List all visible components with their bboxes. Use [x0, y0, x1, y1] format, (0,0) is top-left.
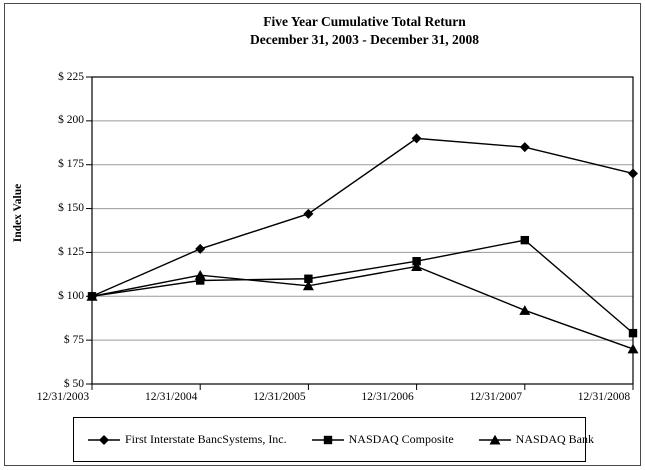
- x-tick-label: 12/31/2003: [36, 391, 90, 403]
- square-marker-icon: [628, 328, 638, 338]
- x-tick-label: 12/31/2005: [253, 391, 306, 403]
- diamond-marker-icon: [99, 434, 109, 445]
- x-tick-label: 12/31/2007: [469, 391, 522, 403]
- x-tick-label: 12/31/2008: [577, 391, 631, 403]
- legend-label: NASDAQ Bank: [515, 432, 594, 446]
- triangle-marker-icon: [519, 305, 531, 315]
- series-line-2: [91, 265, 634, 350]
- series-line-0: [91, 137, 634, 297]
- triangle-marker-icon: [194, 270, 206, 280]
- square-marker-icon: [196, 276, 205, 285]
- diamond-marker-icon: [519, 142, 530, 153]
- legend-item-first-interstate: First Interstate BancSystems, Inc.: [88, 432, 287, 447]
- y-tick-label: $ 175: [58, 158, 84, 171]
- triangle-marker-icon: [302, 280, 314, 291]
- y-tick-label: $ 200: [58, 114, 84, 127]
- legend: First Interstate BancSystems, Inc. NASDA…: [73, 417, 594, 462]
- diamond-marker-icon: [195, 243, 206, 254]
- legend-item-nasdaq-bank: NASDAQ Bank: [478, 432, 594, 447]
- square-marker-icon: [520, 235, 529, 245]
- square-marker-icon: [412, 257, 421, 266]
- x-tick-label: 12/31/2004: [144, 391, 198, 403]
- y-tick-label: $ 150: [58, 202, 84, 215]
- chart-title: Five Year Cumulative Total Return: [263, 14, 466, 29]
- legend-label: NASDAQ Composite: [348, 432, 454, 446]
- chart-outer-border: [4, 3, 641, 466]
- diamond-marker-icon: [88, 434, 120, 445]
- y-tick-label: $ 225: [58, 70, 84, 83]
- diamond-marker-icon: [303, 208, 314, 219]
- y-tick-label: $ 125: [58, 245, 84, 258]
- legend-label: First Interstate BancSystems, Inc.: [125, 432, 287, 446]
- series-line-1: [91, 239, 634, 334]
- square-marker-icon: [311, 435, 344, 444]
- y-tick-label: $ 50: [63, 377, 84, 390]
- chart-title-block: Five Year Cumulative Total Return Decemb…: [92, 13, 637, 49]
- y-tick-label: $ 75: [63, 333, 84, 346]
- triangle-marker-icon: [478, 434, 511, 444]
- legend-item-nasdaq-composite: NASDAQ Composite: [311, 432, 454, 447]
- diamond-marker-icon: [628, 168, 638, 179]
- triangle-marker-icon: [86, 291, 98, 301]
- square-marker-icon: [323, 435, 332, 444]
- diamond-marker-icon: [411, 133, 422, 144]
- chart-subtitle: December 31, 2003 - December 31, 2008: [250, 32, 479, 47]
- square-marker-icon: [304, 274, 313, 283]
- x-tick-label: 12/31/2006: [361, 391, 414, 403]
- triangle-marker-icon: [489, 434, 501, 444]
- triangle-marker-icon: [411, 261, 423, 271]
- plot-frame: [91, 76, 634, 385]
- triangle-marker-icon: [627, 343, 639, 354]
- y-tick-label: $ 100: [58, 289, 84, 302]
